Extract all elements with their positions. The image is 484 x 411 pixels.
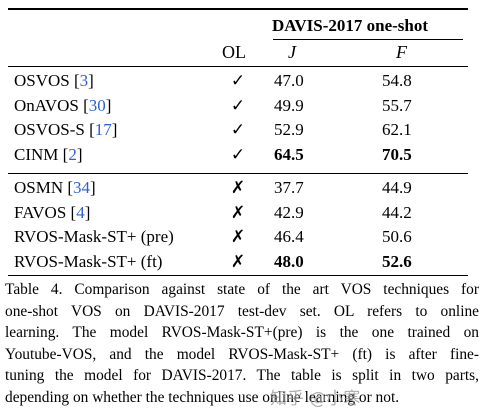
score-f: 70.5: [382, 144, 412, 164]
top-rule: [8, 8, 468, 10]
score-f: 62.1: [382, 120, 412, 139]
method-name: FAVOS [4]: [14, 202, 91, 222]
score-j: 47.0: [274, 71, 304, 90]
caption-line: depending on whether the techniques use …: [5, 388, 400, 406]
table-row: OSVOS-S [17] ✓ 52.9 62.1: [0, 120, 484, 144]
method-name: OSMN [34]: [14, 178, 96, 197]
cross-icon: ✗: [230, 178, 246, 197]
method-name: RVOS-Mask-ST+ (pre): [14, 227, 174, 247]
checkmark-icon: ✓: [230, 71, 246, 90]
method-label: RVOS-Mask-ST+ (pre): [14, 227, 174, 246]
method-name: OSVOS [3]: [14, 71, 94, 90]
score-j: 42.9: [274, 202, 304, 222]
bottom-rule: [8, 275, 468, 276]
method-label: OSVOS-S: [14, 120, 85, 139]
header-cmidrule: [273, 39, 463, 40]
checkmark-icon: ✓: [230, 144, 246, 164]
table-row: FAVOS [4] ✗ 42.9 44.2: [0, 203, 484, 227]
method-label: OSMN: [14, 178, 64, 197]
cross-icon: ✗: [230, 202, 246, 222]
citation-link[interactable]: 4: [76, 202, 85, 222]
score-j: 64.5: [274, 144, 304, 164]
caption-line: one-shot VOS on DAVIS-2017 test-dev set.…: [5, 302, 479, 320]
score-j: 48.0: [274, 251, 304, 271]
citation-link[interactable]: 34: [73, 178, 91, 197]
header-rule: [8, 66, 468, 67]
dataset-header: DAVIS-2017 one-shot: [272, 16, 429, 35]
citation-link[interactable]: 17: [94, 120, 112, 139]
checkmark-icon: ✓: [230, 95, 246, 115]
table-row: CINM [2] ✓ 64.5 70.5: [0, 145, 484, 169]
score-f: 44.2: [382, 202, 412, 222]
score-j: 52.9: [274, 120, 304, 139]
score-j: 37.7: [274, 178, 304, 197]
method-label: OnAVOS: [14, 95, 79, 115]
method-label: RVOS-Mask-ST+ (ft): [14, 251, 163, 271]
score-f: 52.6: [382, 251, 412, 271]
caption-line: Youtube-VOS, and the model RVOS-Mask-ST+…: [5, 345, 479, 363]
score-j: 46.4: [274, 227, 304, 246]
method-name: RVOS-Mask-ST+ (ft): [14, 252, 162, 272]
watermark: 知乎 @小寒: [270, 389, 361, 409]
caption-line: Table 4. Comparison against state of the…: [5, 281, 479, 298]
column-header-f: F: [396, 42, 407, 62]
method-name: CINM [2]: [14, 144, 83, 164]
score-j: 49.9: [274, 95, 304, 115]
caption-line: learning. The model RVOS-Mask-ST+(pre) i…: [5, 324, 479, 342]
score-f: 54.8: [382, 71, 412, 90]
citation-link[interactable]: 30: [88, 95, 106, 115]
cross-icon: ✗: [230, 227, 246, 246]
method-label: FAVOS: [14, 202, 67, 222]
table-caption: Table 4. Comparison against state of the…: [5, 279, 479, 409]
citation-link[interactable]: 3: [79, 71, 89, 90]
table-row: OnAVOS [30] ✓ 49.9 55.7: [0, 96, 484, 120]
column-header-j: J: [288, 42, 296, 62]
caption-line: tuning the model for DAVIS-2017. The tab…: [5, 367, 479, 385]
checkmark-icon: ✓: [230, 120, 246, 139]
table-row: RVOS-Mask-ST+ (ft) ✗ 48.0 52.6: [0, 252, 484, 276]
score-f: 44.9: [382, 178, 412, 197]
score-f: 50.6: [382, 227, 412, 246]
table-row: OSMN [34] ✗ 37.7 44.9: [0, 178, 484, 202]
citation-link[interactable]: 2: [68, 144, 77, 164]
cross-icon: ✗: [230, 251, 246, 271]
method-name: OSVOS-S [17]: [14, 120, 118, 139]
score-f: 55.7: [382, 95, 412, 115]
group-separator-rule: [8, 173, 468, 174]
table-row: RVOS-Mask-ST+ (pre) ✗ 46.4 50.6: [0, 227, 484, 251]
method-label: OSVOS: [14, 71, 70, 90]
table-row: OSVOS [3] ✓ 47.0 54.8: [0, 71, 484, 95]
method-label: CINM: [14, 144, 59, 164]
method-name: OnAVOS [30]: [14, 95, 112, 115]
column-header-ol: OL: [222, 42, 246, 62]
